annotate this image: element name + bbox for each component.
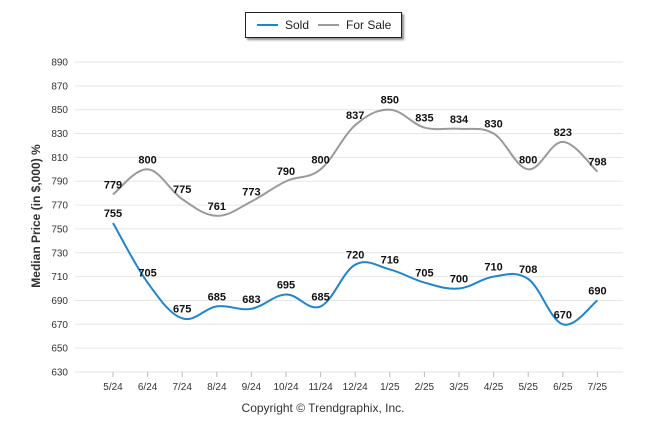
- y-tick-label: 670: [51, 320, 68, 331]
- data-label-sold: 705: [415, 268, 433, 280]
- data-label-sold: 700: [450, 274, 468, 286]
- data-label-for-sale: 800: [138, 154, 156, 166]
- data-label-sold: 755: [104, 208, 122, 220]
- data-label-for-sale: 835: [415, 113, 433, 125]
- y-tick-label: 730: [51, 248, 68, 259]
- data-label-sold: 685: [208, 291, 226, 303]
- data-label-sold: 675: [173, 303, 191, 315]
- x-axis-ticks: 5/24 6/24 7/24 8/24 9/24 10/24 11/24 12/24 1/25 2…: [103, 372, 608, 393]
- data-label-for-sale: 798: [588, 157, 606, 169]
- y-tick-label: 810: [51, 153, 68, 164]
- legend-swatch-for-sale: [318, 24, 339, 26]
- x-tick-label: 11/24: [308, 382, 333, 393]
- y-axis-ticks: 630 650 670 690 710 730 750 770 790 810 830 850 870 8…: [51, 58, 68, 379]
- data-label-sold: 670: [554, 309, 572, 321]
- data-label-sold: 690: [588, 285, 606, 297]
- data-label-sold: 708: [519, 264, 537, 276]
- data-label-for-sale: 834: [450, 114, 469, 126]
- x-tick-label: 7/25: [588, 382, 608, 393]
- legend-label-for-sale: For Sale: [346, 18, 392, 32]
- grid-lines: [75, 61, 623, 373]
- y-tick-label: 830: [51, 129, 68, 140]
- data-label-sold: 685: [311, 291, 329, 303]
- data-label-for-sale: 800: [519, 154, 537, 166]
- data-label-for-sale: 800: [311, 154, 329, 166]
- x-tick-label: 6/24: [138, 382, 158, 393]
- data-label-sold: 716: [381, 254, 399, 266]
- legend-item-sold[interactable]: Sold: [257, 18, 309, 32]
- x-tick-label: 5/25: [518, 382, 538, 393]
- y-tick-label: 890: [51, 58, 68, 69]
- data-label-for-sale: 773: [242, 187, 260, 199]
- x-tick-label: 2/25: [415, 382, 435, 393]
- y-tick-label: 850: [51, 105, 68, 116]
- data-label-sold: 695: [277, 280, 295, 292]
- data-label-sold: 705: [138, 268, 156, 280]
- legend: Sold For Sale: [245, 12, 402, 38]
- data-label-for-sale: 790: [277, 166, 295, 178]
- data-label-for-sale: 779: [104, 179, 122, 191]
- data-label-sold: 720: [346, 250, 364, 262]
- data-label-for-sale: 823: [554, 127, 572, 139]
- data-label-for-sale: 850: [381, 95, 399, 107]
- y-tick-label: 690: [51, 296, 68, 307]
- x-tick-label: 9/24: [242, 382, 262, 393]
- y-tick-label: 630: [51, 368, 68, 379]
- x-tick-label: 8/24: [207, 382, 227, 393]
- x-tick-label: 5/24: [103, 382, 123, 393]
- y-tick-label: 770: [51, 201, 68, 212]
- data-labels-layer: 755 705 675 685 683 695 685 720 716 705 700 710 708 6…: [104, 95, 607, 322]
- legend-swatch-sold: [257, 24, 278, 26]
- y-tick-label: 750: [51, 224, 68, 235]
- y-axis-label: Median Price (in $,000) %: [29, 144, 43, 288]
- series-line-for-sale: [112, 108, 599, 217]
- y-tick-label: 870: [51, 81, 68, 92]
- legend-item-for-sale[interactable]: For Sale: [318, 18, 391, 32]
- series-line-sold: [112, 222, 599, 326]
- x-tick-label: 3/25: [449, 382, 469, 393]
- data-label-sold: 683: [242, 294, 260, 306]
- x-tick-label: 7/24: [172, 382, 192, 393]
- y-tick-label: 650: [51, 344, 68, 355]
- series-layer: [112, 108, 599, 326]
- legend-label-sold: Sold: [285, 18, 310, 32]
- y-tick-label: 710: [51, 272, 68, 283]
- x-tick-label: 6/25: [553, 382, 573, 393]
- data-label-for-sale: 837: [346, 110, 364, 122]
- y-tick-label: 790: [51, 177, 68, 188]
- data-label-for-sale: 830: [484, 119, 502, 131]
- x-tick-label: 10/24: [273, 382, 298, 393]
- data-label-sold: 710: [484, 262, 502, 274]
- data-label-for-sale: 761: [208, 201, 226, 213]
- copyright-footer: Copyright © Trendgraphix, Inc.: [241, 401, 405, 415]
- x-tick-label: 12/24: [343, 382, 368, 393]
- x-tick-label: 4/25: [484, 382, 504, 393]
- x-tick-label: 1/25: [380, 382, 400, 393]
- data-label-for-sale: 775: [173, 184, 191, 196]
